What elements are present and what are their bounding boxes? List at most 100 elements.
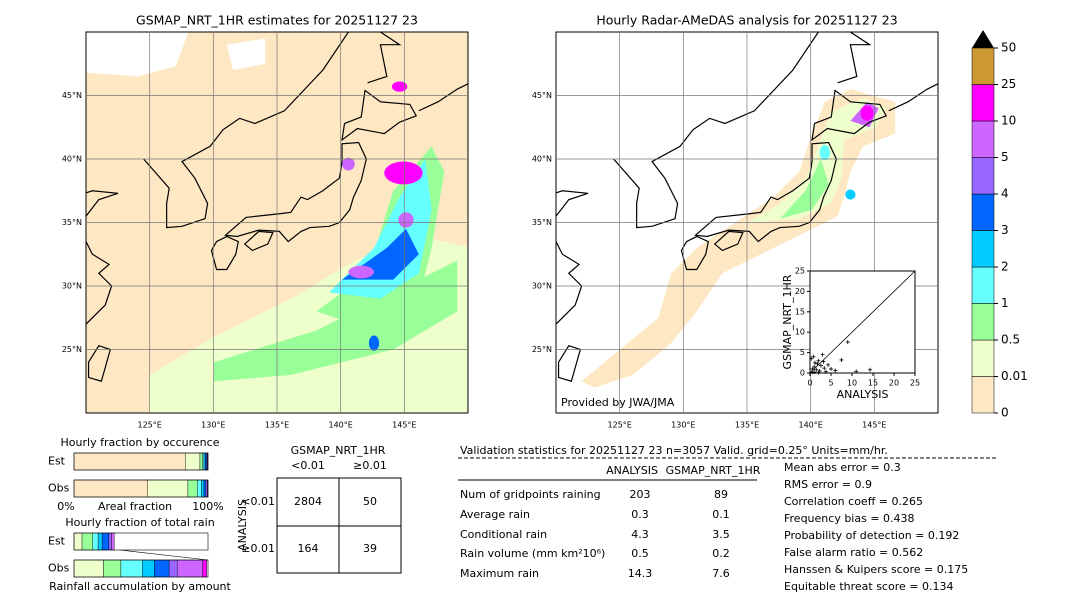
x-axis-label: ANALYSIS [837, 388, 889, 401]
y-tick-label: 25°N [532, 345, 552, 354]
x-tick-label: 5 [828, 379, 833, 388]
map-title: Hourly Radar-AMeDAS analysis for 2025112… [596, 13, 897, 28]
x-tick-label: 140°E [799, 421, 823, 430]
x-tick-label: 130°E [201, 421, 225, 430]
y-tick-label: 35°N [62, 218, 82, 227]
precip-field [581, 89, 896, 388]
x-tick-label: 125°E [138, 421, 162, 430]
table-cell: 2804 [294, 495, 322, 508]
score: False alarm ratio = 0.562 [784, 546, 923, 559]
x-tick-label: 15 [868, 379, 878, 388]
stat-value: 0.2 [712, 547, 730, 560]
y-tick-label: 0 [800, 369, 805, 378]
colorbar-swatch [971, 120, 995, 158]
x-axis-label: Areal fraction [98, 500, 172, 513]
fraction-segment [73, 479, 148, 498]
map-title: GSMAP_NRT_1HR estimates for 20251127 23 [136, 13, 418, 28]
fraction-segment [201, 479, 205, 498]
colorbar-label: 50 [1001, 41, 1016, 55]
stat-value: 0.3 [631, 508, 649, 521]
colorbar-swatch [971, 339, 995, 377]
y-tick-label: 25 [795, 267, 805, 276]
x-tick-label: 135°E [735, 421, 759, 430]
stat-value: 3.5 [712, 528, 730, 541]
row-label: Est [48, 455, 66, 468]
stat-label: Average rain [460, 508, 530, 521]
scatter-point [833, 368, 838, 373]
fraction-segment [154, 559, 170, 578]
y-tick-label: 35°N [532, 218, 552, 227]
scatter-point [822, 366, 827, 371]
fraction-segment [97, 532, 103, 551]
table-cell: 50 [363, 495, 377, 508]
stat-label: Maximum rain [460, 567, 539, 580]
colorbar-swatch [971, 193, 995, 231]
fraction-segment [197, 479, 202, 498]
y-tick-label: 30°N [62, 282, 82, 291]
y-tick-label: 40°N [532, 155, 552, 164]
scatter-point [818, 363, 823, 368]
table-cell: 39 [363, 542, 377, 555]
panel-title: Hourly fraction of total rain [65, 516, 214, 529]
diagonal [809, 270, 916, 374]
x-tick-label: 10 [847, 379, 857, 388]
x-axis-label: 0% [57, 500, 74, 513]
fraction-segment [205, 479, 208, 498]
table-cell: 164 [298, 542, 319, 555]
scatter-point [823, 369, 828, 374]
connector [119, 549, 209, 561]
x-tick-label: 125°E [608, 421, 632, 430]
stat-value: 14.3 [628, 567, 653, 580]
colorbar-swatch [971, 84, 995, 122]
colorbar-swatch [971, 376, 995, 414]
panel-title: Hourly fraction by occurence [61, 436, 220, 449]
stat-value: 0.1 [712, 508, 730, 521]
colorbar-label: 3 [1001, 223, 1009, 237]
stat-value: 7.6 [712, 567, 730, 580]
row-label: <0.01 [241, 495, 275, 508]
fraction-segment [120, 559, 143, 578]
y-tick-label: 15 [795, 307, 805, 316]
score: Mean abs error = 0.3 [784, 461, 901, 474]
fraction-segment [142, 559, 155, 578]
fraction-segment [185, 452, 201, 471]
score: Frequency bias = 0.438 [784, 512, 915, 525]
colorbar-label: 0.5 [1001, 333, 1020, 347]
x-tick-label: 20 [889, 379, 899, 388]
scatter-point [810, 366, 815, 371]
x-axis-label: Rainfall accumulation by amount [49, 580, 231, 593]
stat-label: Num of gridpoints raining [460, 488, 601, 501]
y-tick-label: 25°N [62, 345, 82, 354]
scatter-point [816, 358, 821, 363]
row-label: Obs [48, 482, 70, 495]
score: Correlation coeff = 0.265 [784, 495, 923, 508]
x-tick-label: 135°E [265, 421, 289, 430]
stat-value: 203 [630, 488, 651, 501]
row-title: ANALYSIS [236, 499, 249, 551]
y-tick-label: 40°N [62, 155, 82, 164]
colorbar-label: 0.01 [1001, 369, 1028, 383]
scatter-point [868, 367, 873, 372]
bar-frame [73, 479, 209, 498]
bar-frame [73, 452, 209, 471]
stat-value: 0.5 [631, 547, 649, 560]
fraction-segment [73, 559, 104, 578]
y-tick-label: 20 [795, 287, 805, 296]
fraction-segment [203, 479, 207, 498]
stat-value: 4.3 [631, 528, 649, 541]
colorbar-label: 25 [1001, 77, 1016, 91]
row-label: ≥0.01 [241, 542, 275, 555]
scatter-point [829, 366, 833, 371]
x-tick-label: 130°E [671, 421, 695, 430]
fraction-segment [187, 479, 198, 498]
precip-field [86, 32, 468, 413]
x-axis-label: 100% [192, 500, 223, 513]
colorbar-label: 0 [1001, 406, 1009, 420]
stat-label: Conditional rain [460, 528, 547, 541]
fraction-segment [103, 559, 122, 578]
scatter-point [812, 364, 817, 369]
fraction-segment [203, 452, 206, 471]
fraction-segment [111, 532, 115, 551]
bar-frame [73, 532, 209, 551]
